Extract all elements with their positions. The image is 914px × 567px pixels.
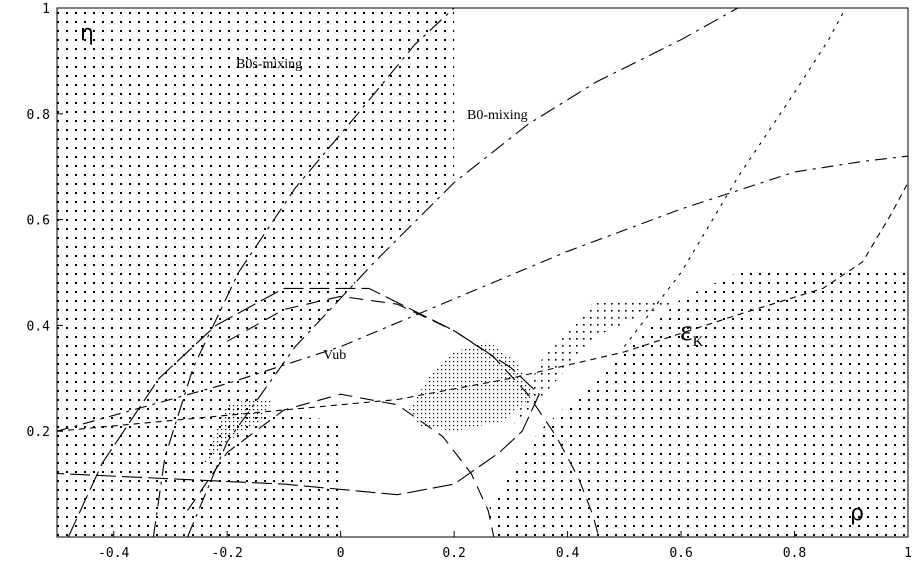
curve-vub-outer <box>226 295 600 538</box>
excluded-region-fills <box>57 8 908 537</box>
y-tick-label: 1 <box>42 2 50 17</box>
excluded-region-mid <box>510 298 682 432</box>
constraint-curves <box>56 7 909 538</box>
plot-frame <box>56 7 909 538</box>
y-tick-label: 0.2 <box>27 425 50 440</box>
curve-b0-mixing-right <box>186 7 739 538</box>
epsilon-subscript: K <box>693 334 704 350</box>
x-tick-label: 1 <box>904 546 912 561</box>
x-axis-symbol: ρ <box>850 501 864 526</box>
x-tick-label: -0.4 <box>98 546 129 561</box>
excluded-region-upper-left <box>57 8 455 537</box>
x-tick-label: 0 <box>337 546 345 561</box>
curve-eps-k-lower <box>56 182 909 432</box>
curve-eps-k-upper <box>56 155 909 432</box>
x-tick-label: 0.4 <box>556 546 580 561</box>
x-tick-label: 0.6 <box>669 546 692 561</box>
y-tick-label: 0.8 <box>27 108 50 123</box>
x-tick-label: 0.8 <box>783 546 806 561</box>
vub-label: Vub <box>323 348 346 363</box>
excluded-region-lower-left <box>57 410 341 537</box>
b0-mixing-label: B0-mixing <box>467 108 528 123</box>
y-tick-label: 0.6 <box>27 214 50 229</box>
epsilon-k-label: εK <box>680 314 704 350</box>
curve-b0-mixing-left <box>152 7 455 538</box>
excluded-region-lower-right <box>488 272 908 537</box>
b0s-mixing-label: B0s-mixing <box>236 57 302 72</box>
y-tick-label: 0.4 <box>27 319 51 334</box>
x-tick-label: 0.2 <box>442 546 465 561</box>
curve-b0s-mixing <box>56 287 540 538</box>
curve-vub-inner <box>187 393 495 538</box>
dense-region-overlap-left <box>204 399 273 463</box>
dense-region-overlap-main <box>408 341 534 432</box>
y-axis-symbol: η <box>80 21 94 46</box>
axis-ticks: -0.4 -0.2 0 0.2 0.4 0.6 0.8 1 0.2 0.4 0.6 0.8 1 <box>27 2 912 561</box>
x-tick-label: -0.2 <box>212 546 243 561</box>
epsilon-symbol: ε <box>680 314 693 347</box>
